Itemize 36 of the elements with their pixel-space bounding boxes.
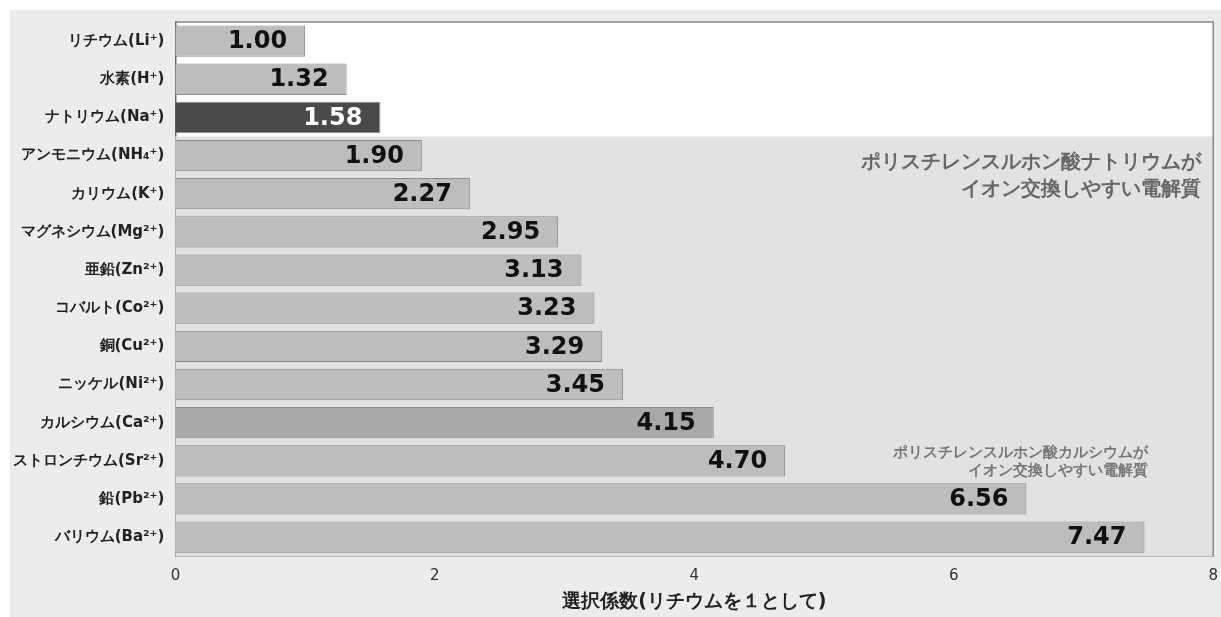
x-tick-label: 0 bbox=[170, 566, 181, 585]
x-tick-label: 2 bbox=[430, 566, 440, 585]
data-label: 3.29 bbox=[524, 331, 585, 360]
y-tick-label: ナトリウム(Na⁺) bbox=[45, 107, 165, 126]
data-label: 6.56 bbox=[949, 484, 1009, 513]
y-tick-label: カリウム(K⁺) bbox=[71, 183, 165, 202]
y-tick-label: バリウム(Ba²⁺) bbox=[53, 527, 165, 546]
annotation: ポリスチレンスルホン酸カルシウムがイオン交換しやすい電解質 bbox=[892, 442, 1150, 479]
band-label: ポリスチレンスルホン酸ナトリウムがイオン交換しやすい電解質 bbox=[860, 148, 1203, 200]
y-tick-label: アンモニウム(NH₄⁺) bbox=[21, 145, 165, 164]
data-label: 3.13 bbox=[504, 255, 564, 284]
y-tick-label: ニッケル(Ni²⁺) bbox=[58, 374, 165, 393]
data-label: 3.45 bbox=[545, 369, 605, 398]
data-label: 1.00 bbox=[227, 26, 288, 55]
y-tick-label: 水素(H⁺) bbox=[99, 69, 165, 88]
y-tick-label: リチウム(Li⁺) bbox=[68, 30, 165, 49]
data-label: 7.47 bbox=[1067, 522, 1127, 551]
x-tick-label: 8 bbox=[1208, 566, 1218, 585]
y-tick-label: マグネシウム(Mg²⁺) bbox=[20, 221, 165, 240]
data-label: 1.58 bbox=[303, 102, 363, 131]
data-label: 3.23 bbox=[517, 293, 577, 322]
x-axis-title: 選択係数(リチウムを１として) bbox=[562, 588, 827, 611]
y-tick-label: コバルト(Co²⁺) bbox=[54, 298, 165, 317]
data-label: 1.90 bbox=[344, 140, 404, 169]
y-tick-label: 亜鉛(Zn²⁺) bbox=[83, 259, 165, 278]
data-label: 2.27 bbox=[392, 178, 452, 207]
data-label: 4.70 bbox=[707, 446, 768, 475]
data-label: 4.15 bbox=[636, 407, 696, 436]
data-label: 2.95 bbox=[480, 217, 541, 246]
y-tick-label: ストロンチウム(Sr²⁺) bbox=[12, 450, 165, 469]
y-tick-label: カルシウム(Ca²⁺) bbox=[40, 412, 165, 431]
y-tick-label: 銅(Cu²⁺) bbox=[98, 336, 165, 355]
y-tick-label: 鉛(Pb²⁺) bbox=[98, 488, 165, 507]
data-label: 1.32 bbox=[269, 64, 329, 93]
x-tick-label: 6 bbox=[949, 566, 959, 585]
x-tick-label: 4 bbox=[689, 566, 700, 585]
